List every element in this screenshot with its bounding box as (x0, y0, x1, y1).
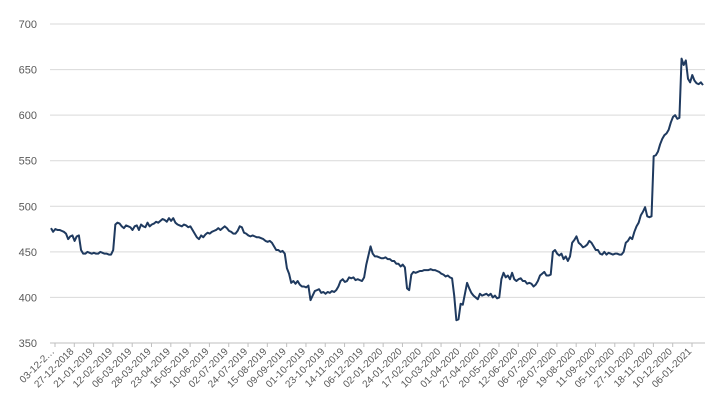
y-tick-label: 450 (19, 247, 37, 259)
y-tick-label: 600 (19, 110, 37, 122)
gridlines (50, 23, 705, 344)
y-tick-label: 500 (19, 201, 37, 213)
series-line (50, 57, 704, 322)
x-axis: 03-12-2…27-12-201821-01-201912-02-201906… (18, 343, 694, 390)
y-tick-label: 650 (19, 65, 37, 77)
y-tick-label: 550 (19, 156, 37, 168)
y-tick-label: 700 (19, 19, 37, 31)
y-tick-label: 350 (19, 338, 37, 350)
y-axis: 350 400 450 500 550 600 650 700 (19, 19, 37, 350)
series-layer (50, 57, 704, 322)
y-tick-label: 400 (19, 292, 37, 304)
